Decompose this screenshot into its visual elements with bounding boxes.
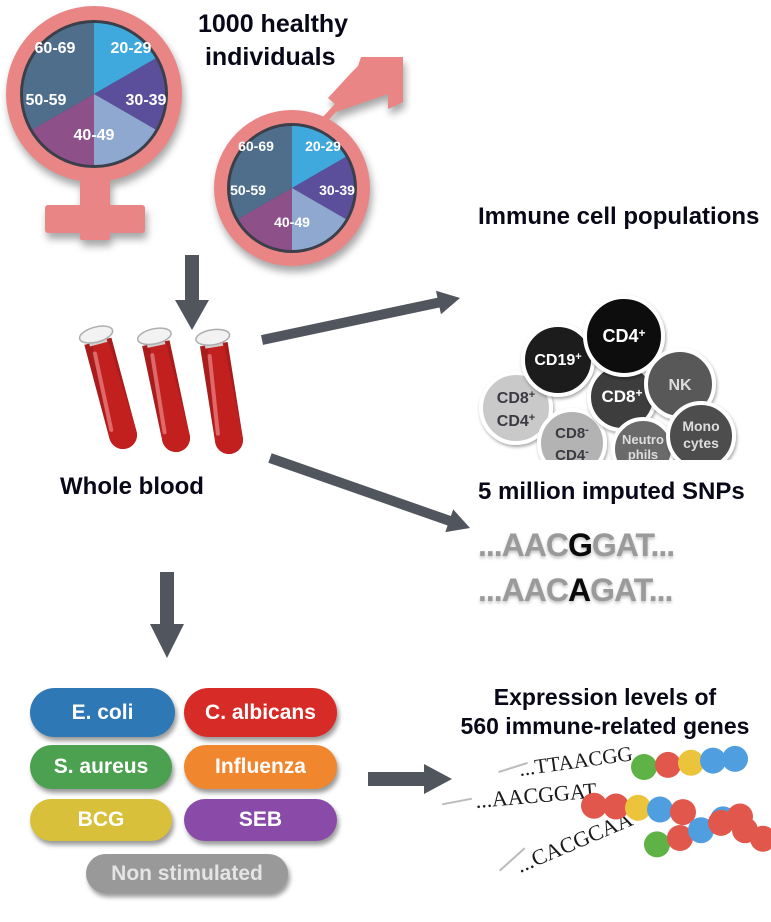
svg-text:...AACGGAT: ...AACGGAT [474,777,598,813]
svg-text:...TTAACGG: ...TTAACGG [517,741,634,781]
